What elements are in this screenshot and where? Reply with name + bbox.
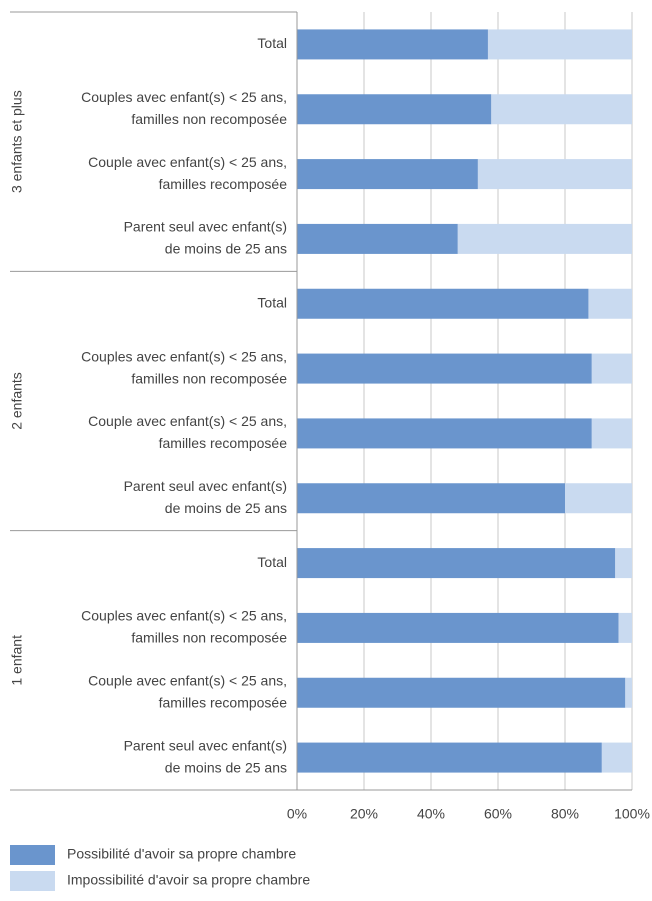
category-label: Couples avec enfant(s) < 25 ans, <box>81 348 287 364</box>
x-tick-label: 20% <box>350 806 378 822</box>
bar-segment <box>615 548 632 579</box>
group-label: 1 enfant <box>9 635 25 686</box>
x-tick-label: 0% <box>287 806 307 822</box>
bar-segment <box>487 29 632 60</box>
bar-segment <box>297 548 616 579</box>
bar-segment <box>297 159 478 190</box>
bar-segment <box>297 677 626 708</box>
bar-segment <box>618 612 632 643</box>
bar-segment <box>297 288 589 319</box>
bar-segment <box>591 418 632 449</box>
x-tick-label: 80% <box>551 806 579 822</box>
bar-segment <box>601 742 632 773</box>
bar-segment <box>297 418 592 449</box>
category-label: familles recomposée <box>159 176 288 192</box>
bar-segment <box>588 288 632 319</box>
category-label: familles non recomposée <box>131 630 287 646</box>
bar-segment <box>297 29 488 60</box>
category-label: Couple avec enfant(s) < 25 ans, <box>88 154 287 170</box>
legend-swatch <box>10 845 55 865</box>
category-label: Parent seul avec enfant(s) <box>124 737 287 753</box>
category-label: de moins de 25 ans <box>165 759 287 775</box>
category-label: Total <box>257 35 287 51</box>
legend-label: Possibilité d'avoir sa propre chambre <box>67 846 296 862</box>
bar-segment <box>297 94 492 125</box>
x-tick-label: 40% <box>417 806 445 822</box>
group-label: 3 enfants et plus <box>9 90 25 193</box>
legend-label: Impossibilité d'avoir sa propre chambre <box>67 872 310 888</box>
bar-segment <box>297 353 592 384</box>
category-label: Couple avec enfant(s) < 25 ans, <box>88 672 287 688</box>
category-label: familles recomposée <box>159 694 288 710</box>
legend-swatch <box>10 871 55 891</box>
bar-segment <box>565 483 632 514</box>
category-label: Parent seul avec enfant(s) <box>124 219 287 235</box>
category-label: Couples avec enfant(s) < 25 ans, <box>81 89 287 105</box>
bar-segment <box>297 612 619 643</box>
bar-segment <box>297 223 458 254</box>
category-label: de moins de 25 ans <box>165 241 287 257</box>
category-label: Total <box>257 294 287 310</box>
category-label: familles non recomposée <box>131 111 287 127</box>
bar-segment <box>457 223 632 254</box>
category-label: familles recomposée <box>159 435 288 451</box>
bar-segment <box>477 159 632 190</box>
group-label: 2 enfants <box>9 372 25 430</box>
grid <box>296 12 633 790</box>
bar-segment <box>297 483 565 514</box>
category-label: Couple avec enfant(s) < 25 ans, <box>88 413 287 429</box>
category-label: Couples avec enfant(s) < 25 ans, <box>81 608 287 624</box>
bar-segment <box>297 742 602 773</box>
category-label: familles non recomposée <box>131 370 287 386</box>
bar-segment <box>625 677 632 708</box>
category-label: Parent seul avec enfant(s) <box>124 478 287 494</box>
bar-segment <box>491 94 632 125</box>
bar-segment <box>591 353 632 384</box>
category-label: Total <box>257 554 287 570</box>
category-label: de moins de 25 ans <box>165 500 287 516</box>
x-tick-label: 100% <box>614 806 650 822</box>
x-tick-label: 60% <box>484 806 512 822</box>
